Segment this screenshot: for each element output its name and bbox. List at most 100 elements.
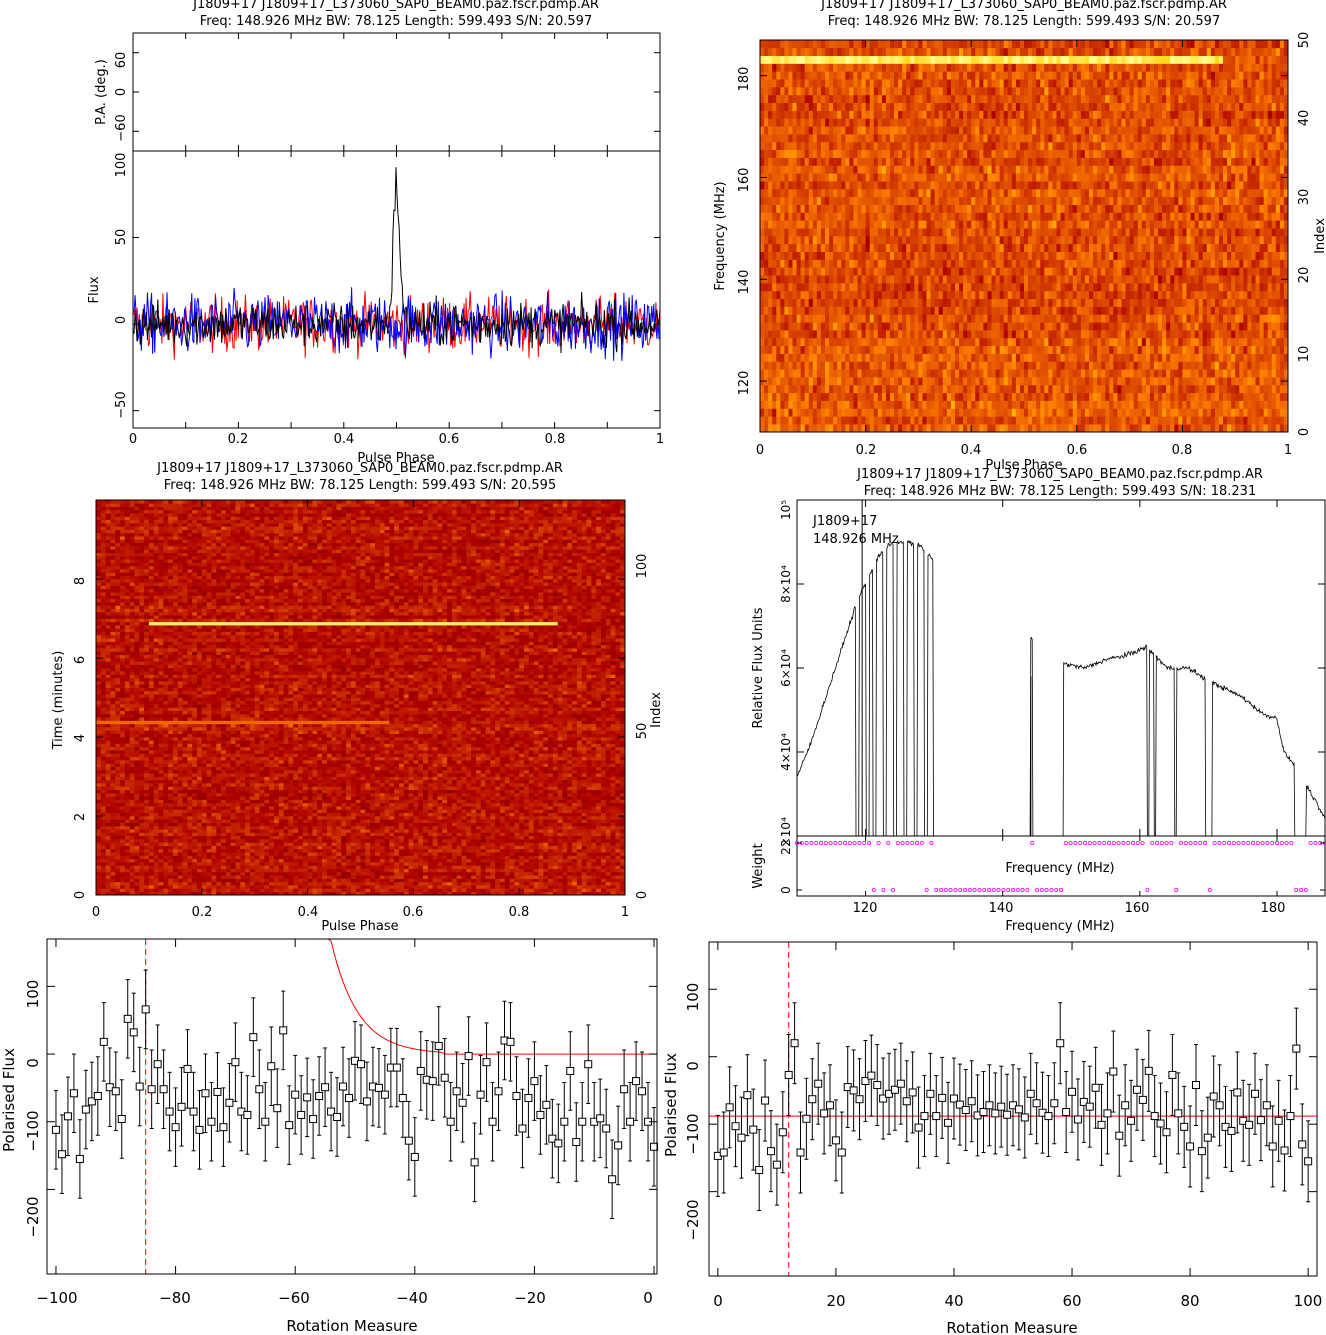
fp-cell bbox=[796, 290, 802, 300]
fp-cell bbox=[1088, 173, 1094, 182]
fp-cell bbox=[995, 243, 1001, 252]
fp-cell bbox=[991, 290, 996, 300]
fp-cell bbox=[999, 345, 1005, 354]
fp-cell bbox=[1271, 400, 1277, 409]
fp-cell bbox=[788, 353, 793, 362]
fp-cell bbox=[1093, 157, 1098, 166]
fp-cell bbox=[959, 236, 964, 245]
fp-cell bbox=[1056, 416, 1061, 425]
fp-cell bbox=[914, 220, 919, 229]
fp-cell bbox=[946, 196, 952, 205]
fp-cell bbox=[849, 298, 854, 307]
fp-cell bbox=[792, 424, 797, 433]
fp-cell bbox=[1101, 251, 1106, 260]
fp-cell bbox=[1214, 290, 1220, 300]
fp-cell bbox=[1223, 345, 1228, 354]
fp-cell bbox=[950, 322, 956, 331]
fp-cell bbox=[1084, 306, 1090, 315]
fp-cell bbox=[1109, 384, 1114, 394]
fp-cell bbox=[1052, 416, 1057, 425]
fp-cell bbox=[1048, 392, 1053, 401]
fp-cell bbox=[784, 283, 789, 292]
fp-cell bbox=[1162, 330, 1167, 339]
fp-cell bbox=[914, 149, 919, 158]
fp-cell bbox=[861, 337, 866, 347]
fp-cell bbox=[1243, 424, 1248, 433]
fp-cell bbox=[1218, 353, 1224, 362]
fp-cell bbox=[1153, 416, 1159, 425]
fp-cell bbox=[922, 408, 927, 417]
fp-cell bbox=[853, 149, 858, 158]
fp-cell bbox=[1251, 212, 1256, 221]
fp-cell bbox=[1060, 204, 1066, 213]
fp-cell bbox=[849, 408, 854, 417]
fp-cell bbox=[1015, 408, 1021, 417]
fp-cell bbox=[1040, 267, 1045, 276]
fp-cell bbox=[1105, 361, 1110, 370]
fp-cell bbox=[1251, 243, 1256, 252]
fp-cell bbox=[1202, 290, 1208, 300]
fp-cell bbox=[1279, 181, 1285, 190]
fp-cell bbox=[853, 353, 858, 362]
fp-cell bbox=[1218, 298, 1224, 307]
fp-cell bbox=[816, 330, 822, 339]
fp-cell bbox=[780, 416, 785, 425]
fp-cell bbox=[1174, 369, 1179, 378]
fp-cell bbox=[776, 314, 781, 323]
fp-cell bbox=[1279, 392, 1285, 401]
fp-cell bbox=[902, 204, 907, 213]
fp-cell bbox=[991, 228, 996, 237]
fp-cell bbox=[1174, 306, 1179, 315]
fp-cell bbox=[979, 141, 984, 151]
fp-cell bbox=[804, 306, 810, 315]
fp-cell bbox=[894, 408, 899, 417]
fp-cell bbox=[853, 314, 858, 323]
fp-cell bbox=[995, 228, 1001, 237]
fp-cell bbox=[942, 400, 948, 409]
fp-cell bbox=[1036, 416, 1041, 425]
fp-cell bbox=[1186, 204, 1191, 213]
fp-cell bbox=[938, 157, 944, 166]
fp-cell bbox=[788, 173, 793, 182]
fp-cell bbox=[1247, 157, 1252, 166]
fp-cell bbox=[796, 173, 802, 182]
fp-cell bbox=[881, 408, 887, 417]
fp-cell bbox=[1076, 361, 1082, 370]
fp-cell bbox=[1088, 384, 1094, 394]
fp-cell bbox=[1113, 314, 1118, 323]
fp-cell bbox=[788, 298, 793, 307]
fp-cell bbox=[1125, 157, 1130, 166]
fp-cell bbox=[995, 416, 1001, 425]
fp-cell bbox=[934, 275, 940, 284]
fp-cell bbox=[1093, 353, 1098, 362]
fp-cell bbox=[812, 267, 818, 276]
fp-cell bbox=[1170, 196, 1175, 205]
fp-cell bbox=[1036, 275, 1041, 284]
fp-cell bbox=[1243, 236, 1248, 245]
fp-cell bbox=[1072, 361, 1078, 370]
fp-cell bbox=[885, 157, 891, 166]
fp-cell bbox=[926, 314, 931, 323]
fp-cell bbox=[1080, 267, 1086, 276]
fp-cell bbox=[1174, 188, 1179, 198]
fp-cell bbox=[926, 330, 931, 339]
fp-cell bbox=[833, 298, 838, 307]
fp-cell bbox=[780, 353, 785, 362]
fp-cell bbox=[918, 188, 923, 198]
fp-cell bbox=[1109, 361, 1114, 370]
fp-cell bbox=[1080, 322, 1086, 331]
fp-cell bbox=[1227, 283, 1232, 292]
fp-cell bbox=[788, 424, 793, 433]
fp-cell bbox=[898, 361, 903, 370]
fp-cell bbox=[772, 275, 777, 284]
fp-cell bbox=[1113, 424, 1118, 433]
profile-xtick-0.4: 0.4 bbox=[334, 432, 355, 447]
profile-series-total-intensity bbox=[132, 167, 661, 354]
fp-cell bbox=[1235, 196, 1240, 205]
fp-cell bbox=[1141, 400, 1147, 409]
fp-cell bbox=[954, 181, 960, 190]
fp-cell bbox=[881, 141, 887, 151]
fp-cell bbox=[1105, 314, 1110, 323]
fp-cell bbox=[1032, 259, 1037, 268]
fp-cell bbox=[1109, 181, 1114, 190]
